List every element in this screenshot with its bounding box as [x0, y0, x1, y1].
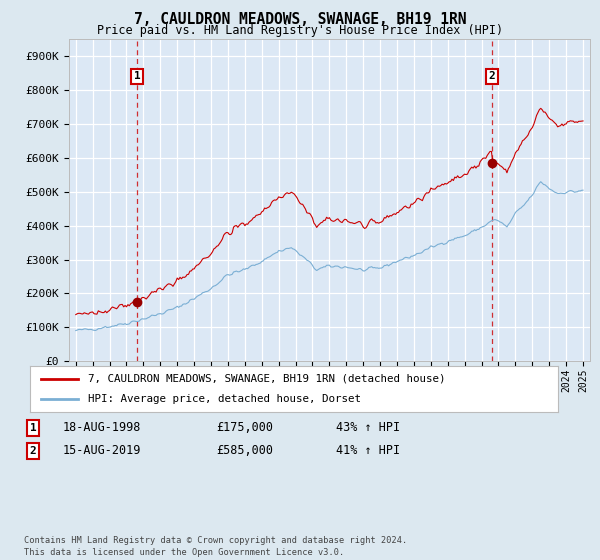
Text: £175,000: £175,000: [216, 421, 273, 435]
Text: 18-AUG-1998: 18-AUG-1998: [63, 421, 142, 435]
Text: Price paid vs. HM Land Registry's House Price Index (HPI): Price paid vs. HM Land Registry's House …: [97, 24, 503, 37]
Text: HPI: Average price, detached house, Dorset: HPI: Average price, detached house, Dors…: [88, 394, 361, 404]
Text: 7, CAULDRON MEADOWS, SWANAGE, BH19 1RN (detached house): 7, CAULDRON MEADOWS, SWANAGE, BH19 1RN (…: [88, 374, 446, 384]
Text: 2: 2: [489, 72, 496, 82]
Text: 1: 1: [134, 72, 140, 82]
Text: 15-AUG-2019: 15-AUG-2019: [63, 444, 142, 458]
Text: 41% ↑ HPI: 41% ↑ HPI: [336, 444, 400, 458]
Text: Contains HM Land Registry data © Crown copyright and database right 2024.
This d: Contains HM Land Registry data © Crown c…: [24, 536, 407, 557]
Text: 7, CAULDRON MEADOWS, SWANAGE, BH19 1RN: 7, CAULDRON MEADOWS, SWANAGE, BH19 1RN: [134, 12, 466, 27]
Text: 2: 2: [29, 446, 37, 456]
Text: £585,000: £585,000: [216, 444, 273, 458]
Text: 43% ↑ HPI: 43% ↑ HPI: [336, 421, 400, 435]
Text: 1: 1: [29, 423, 37, 433]
